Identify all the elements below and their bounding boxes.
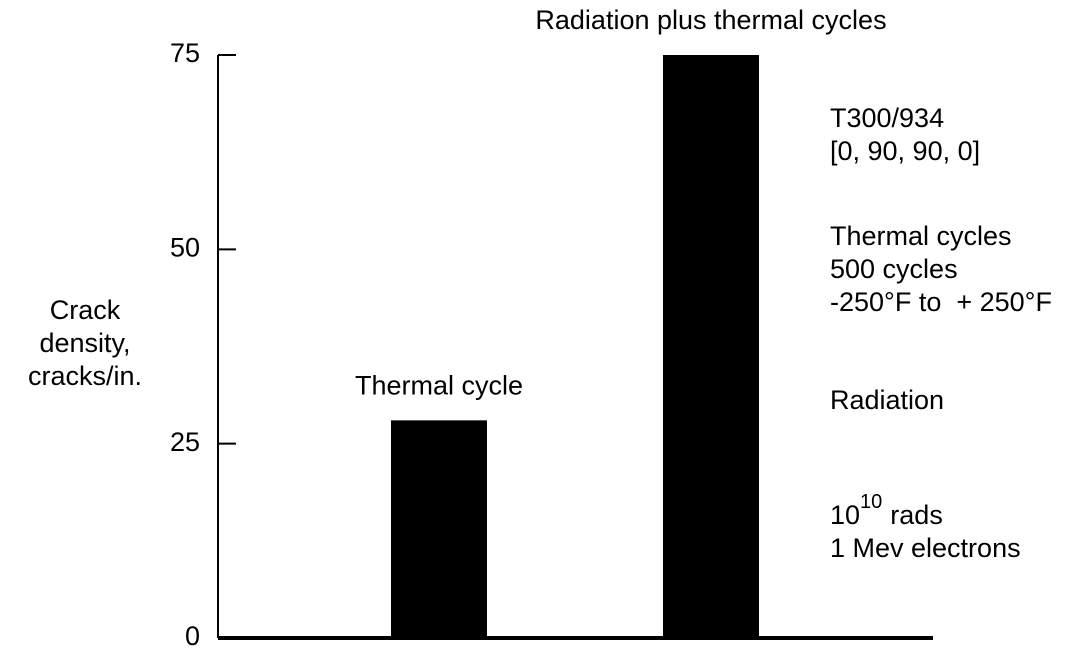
y-axis-label: Crack density, cracks/in. (28, 295, 142, 391)
annotation: [0, 90, 90, 0] (830, 136, 980, 166)
annotations: T300/934 [0, 90, 90, 0] Thermal cycles 5… (830, 103, 1052, 563)
annotation: T300/934 (830, 103, 944, 133)
annotation: 1010 rads (830, 491, 943, 530)
y-tick-label: 0 (185, 621, 200, 651)
bar-category-label: Thermal cycle (355, 370, 523, 400)
y-tick-label: 50 (170, 232, 200, 262)
y-label-line: cracks/in. (28, 361, 142, 391)
y-tick-label: 25 (170, 427, 200, 457)
annotation: 500 cycles (830, 254, 958, 284)
annotation: 1 Mev electrons (830, 533, 1021, 563)
y-label-line: density, (39, 328, 130, 358)
bar (391, 420, 487, 638)
bar-category-label: Radiation plus thermal cycles (535, 5, 886, 35)
y-tick-label: 75 (170, 38, 200, 68)
bar (663, 55, 759, 638)
annotation: Thermal cycles (830, 221, 1012, 251)
annotation: Radiation (830, 385, 944, 415)
dose-unit: rads (890, 500, 943, 530)
dose-base: 10 (830, 500, 860, 530)
dose-exponent: 10 (860, 491, 882, 513)
y-label-line: Crack (50, 295, 121, 325)
annotation: -250°F to + 250°F (830, 287, 1052, 317)
